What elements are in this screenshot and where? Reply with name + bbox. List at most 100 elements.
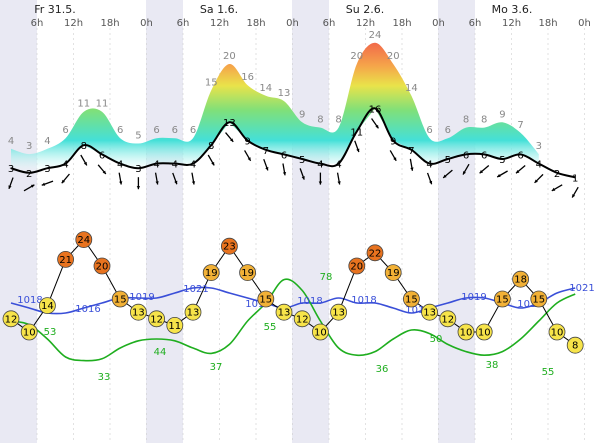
temperature-label: 15 [259, 295, 272, 306]
wind-arrow [571, 186, 579, 198]
hour-label: 12h [502, 18, 521, 29]
wind-arrow [118, 172, 123, 185]
temperature-point: 15 [111, 290, 129, 308]
wind-speed-label: 7 [263, 146, 269, 157]
wind-speed-label: 4 [317, 160, 323, 171]
wind-speed-label: 9 [244, 137, 250, 148]
temperature-label: 19 [387, 268, 400, 279]
temperature-point: 22 [366, 244, 384, 262]
temperature-label: 21 [59, 255, 72, 266]
gust-label: 3 [536, 141, 542, 152]
wind-speed-label: 4 [335, 160, 341, 171]
wind-arrow [282, 163, 287, 176]
temperature-point: 15 [493, 290, 511, 308]
gust-label: 15 [205, 78, 218, 89]
wind-speed-label: 13 [223, 118, 236, 129]
gust-label: 24 [369, 30, 382, 41]
night-band [0, 0, 37, 443]
gust-label: 20 [387, 51, 400, 62]
night-bands [0, 0, 475, 443]
pressure-labels: 1018 1016 1019 1021 1017 1018 1018 1016 1019 1017… [17, 283, 594, 316]
temperature-point: 12 [148, 310, 166, 328]
wind-speed-label: 4 [62, 160, 68, 171]
temperature-point: 19 [202, 264, 220, 282]
wind-arrow [172, 172, 178, 185]
gust-label: 4 [44, 136, 50, 147]
hour-label: 0h [432, 18, 445, 29]
humidity-line [10, 278, 576, 362]
humidity-label: 37 [210, 362, 223, 373]
wind-speed-label: 9 [390, 137, 396, 148]
temperature-point: 19 [239, 264, 257, 282]
temperature-point: 8 [566, 336, 584, 354]
hour-label: 18h [392, 18, 411, 29]
wind-speed-label: 6 [463, 150, 469, 161]
gust-label: 14 [405, 83, 418, 94]
humidity-labels: 53 33 44 37 55 78 36 50 38 55 [44, 272, 555, 383]
gust-label: 20 [223, 51, 236, 62]
gust-area [11, 42, 539, 173]
gust-label: 6 [172, 125, 178, 136]
temperature-label: 23 [223, 242, 236, 253]
wind-arrow [354, 140, 360, 153]
temperature-points: 12 10 14 21 24 20 15 13 12 11 13 19 23 19 15 13 12 10 13 20… [2, 231, 584, 354]
humidity-label: 33 [98, 372, 111, 383]
pressure-label: 1016 [75, 304, 100, 315]
pressure-label: 1017 [517, 299, 542, 310]
gust-label: 8 [463, 115, 469, 126]
wind-speed-label: 3 [44, 164, 50, 175]
temperature-label: 12 [441, 314, 454, 325]
wind-speed-label: 4 [172, 160, 178, 171]
temperature-label: 11 [168, 321, 181, 332]
pressure-label: 1021 [183, 284, 208, 295]
humidity-label: 38 [486, 360, 499, 371]
wind-arrow [551, 184, 563, 192]
gust-label: 6 [426, 125, 432, 136]
wind-arrow [462, 163, 470, 175]
wind-speed-label: 4 [153, 160, 159, 171]
wind-arrow [263, 158, 269, 171]
wind-speed-label: 1 [572, 173, 578, 184]
temperature-point: 10 [20, 323, 38, 341]
wind-speed-label: 6 [99, 150, 105, 161]
temperature-point: 13 [275, 303, 293, 321]
temperature-point: 15 [530, 290, 548, 308]
wind-speed-label: 2 [26, 169, 32, 180]
wind-speed-label: 5 [299, 155, 305, 166]
temperature-point: 10 [548, 323, 566, 341]
hour-label: 12h [210, 18, 229, 29]
temperature-label: 10 [551, 328, 564, 339]
temperature-point: 19 [384, 264, 402, 282]
gust-label: 9 [499, 109, 505, 120]
wind-speed-label: 3 [135, 164, 141, 175]
day-label: Sa 1.6. [200, 3, 238, 16]
wind-speed-label: 11 [350, 127, 363, 138]
wind-arrow [136, 177, 141, 190]
humidity-label: 36 [376, 364, 389, 375]
pressure-label: 1019 [461, 292, 486, 303]
temperature-point: 12 [293, 310, 311, 328]
temperature-label: 15 [114, 295, 127, 306]
pressure-label: 1016 [405, 305, 430, 316]
temperature-label: 10 [23, 328, 36, 339]
temperature-label: 14 [41, 301, 54, 312]
temperature-label: 10 [478, 328, 491, 339]
wind-arrow [496, 170, 508, 178]
temperature-point: 23 [220, 237, 238, 255]
temperature-point: 21 [57, 250, 74, 268]
temperature-label: 10 [314, 328, 327, 339]
pressure-label: 1018 [17, 295, 42, 306]
temperature-point: 15 [402, 290, 420, 308]
pressure-label: 1018 [297, 296, 322, 307]
temperature-point: 14 [39, 297, 56, 315]
temperature-point: 13 [330, 303, 348, 321]
temperature-point: 10 [457, 323, 475, 341]
day-label: Mo 3.6. [492, 3, 533, 16]
temperature-label: 12 [296, 314, 309, 325]
gust-label: 11 [96, 99, 109, 110]
temperature-label: 19 [205, 268, 218, 279]
temperature-point: 13 [184, 303, 202, 321]
wind-arrow [207, 154, 215, 166]
gust-label: 6 [153, 125, 159, 136]
